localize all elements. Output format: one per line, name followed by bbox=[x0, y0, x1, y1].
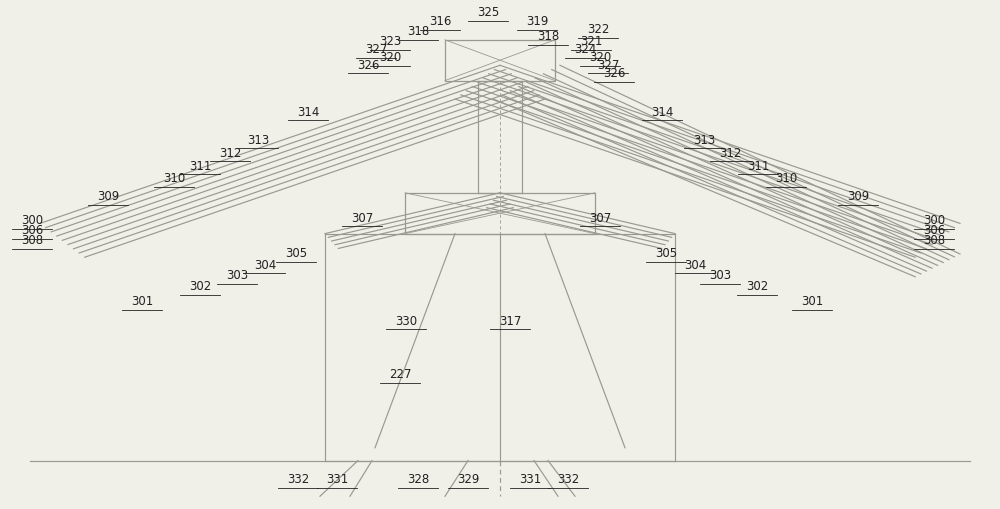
Text: 326: 326 bbox=[603, 67, 625, 80]
Text: 312: 312 bbox=[219, 146, 241, 159]
Text: 320: 320 bbox=[589, 51, 611, 64]
Text: 332: 332 bbox=[557, 472, 579, 485]
Text: 308: 308 bbox=[923, 234, 945, 247]
Text: 313: 313 bbox=[693, 133, 715, 147]
Text: 305: 305 bbox=[285, 247, 307, 260]
Text: 316: 316 bbox=[429, 15, 451, 29]
Text: 301: 301 bbox=[131, 295, 153, 308]
Text: 325: 325 bbox=[477, 6, 499, 19]
Text: 307: 307 bbox=[589, 211, 611, 224]
Text: 304: 304 bbox=[684, 258, 706, 271]
Bar bbox=[445, 41, 555, 81]
Text: 306: 306 bbox=[923, 223, 945, 237]
Text: 306: 306 bbox=[21, 223, 43, 237]
Text: 302: 302 bbox=[746, 279, 768, 293]
Text: 314: 314 bbox=[651, 105, 673, 119]
Text: 310: 310 bbox=[775, 172, 797, 185]
Text: 313: 313 bbox=[247, 133, 269, 147]
Text: 328: 328 bbox=[407, 472, 429, 485]
Text: 312: 312 bbox=[719, 146, 741, 159]
Text: 304: 304 bbox=[254, 258, 276, 271]
Text: 329: 329 bbox=[457, 472, 479, 485]
Text: 314: 314 bbox=[297, 105, 319, 119]
Text: 331: 331 bbox=[519, 472, 541, 485]
Text: 307: 307 bbox=[351, 211, 373, 224]
Text: 332: 332 bbox=[287, 472, 309, 485]
Text: 326: 326 bbox=[357, 59, 379, 72]
Text: 300: 300 bbox=[21, 213, 43, 227]
Text: 318: 318 bbox=[537, 30, 559, 43]
Text: 319: 319 bbox=[526, 15, 548, 29]
Text: 303: 303 bbox=[709, 268, 731, 281]
Text: 227: 227 bbox=[389, 367, 411, 381]
Text: 310: 310 bbox=[163, 172, 185, 185]
Text: 305: 305 bbox=[655, 247, 677, 260]
Text: 300: 300 bbox=[923, 213, 945, 227]
Text: 331: 331 bbox=[326, 472, 348, 485]
Text: 311: 311 bbox=[189, 159, 211, 173]
Text: 322: 322 bbox=[587, 23, 609, 36]
Text: 330: 330 bbox=[395, 314, 417, 327]
Text: 321: 321 bbox=[580, 35, 602, 48]
Text: 309: 309 bbox=[97, 190, 119, 203]
Text: 309: 309 bbox=[847, 190, 869, 203]
Text: 317: 317 bbox=[499, 314, 521, 327]
Text: 308: 308 bbox=[21, 234, 43, 247]
Text: 320: 320 bbox=[379, 51, 401, 64]
Bar bbox=[405, 193, 595, 234]
Text: 327: 327 bbox=[365, 43, 387, 56]
Text: 301: 301 bbox=[801, 295, 823, 308]
Text: 324: 324 bbox=[574, 43, 596, 56]
Text: 323: 323 bbox=[379, 35, 401, 48]
Text: 303: 303 bbox=[226, 268, 248, 281]
Text: 327: 327 bbox=[597, 59, 619, 72]
Text: 311: 311 bbox=[747, 159, 769, 173]
Text: 318: 318 bbox=[407, 25, 429, 38]
Text: 302: 302 bbox=[189, 279, 211, 293]
